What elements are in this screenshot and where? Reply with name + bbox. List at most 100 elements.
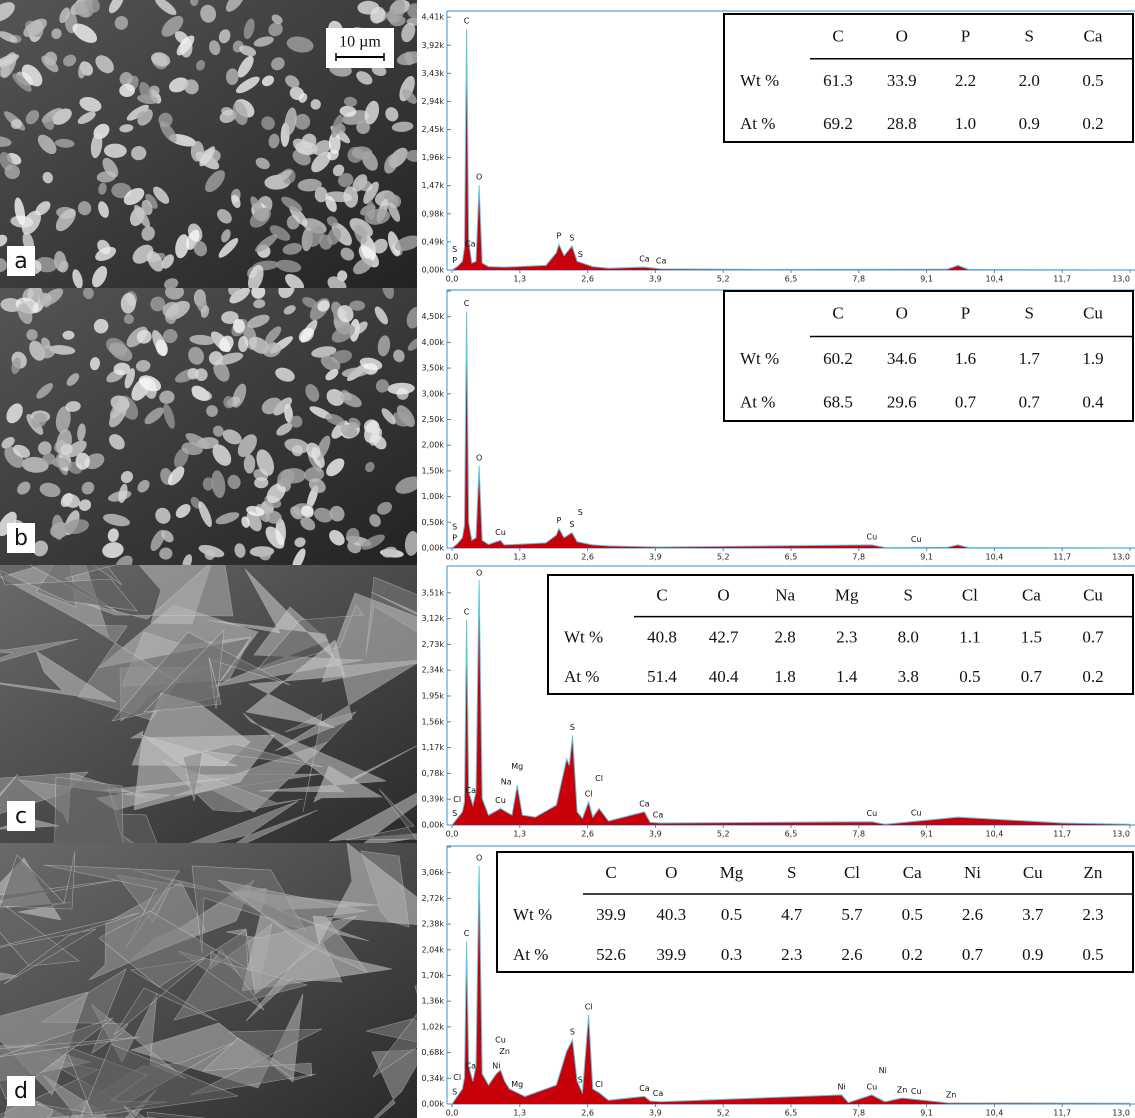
table-cell: 0.2	[1082, 114, 1103, 133]
table-cell: 61.3	[823, 71, 853, 90]
peak-label: Cu	[495, 528, 506, 537]
rod	[124, 314, 134, 324]
peak-label: Cu	[867, 809, 878, 818]
table-cell: 51.4	[647, 667, 677, 686]
peak-label: Cu	[911, 809, 922, 818]
x-tick-label: 10,4	[985, 553, 1003, 562]
table-cell: 8.0	[898, 627, 919, 646]
table-header: O	[665, 863, 677, 882]
table-header: O	[717, 586, 729, 605]
y-tick-label: 1,56k	[422, 717, 445, 726]
peak-label: Ca	[639, 255, 650, 264]
x-tick-label: 11,7	[1053, 275, 1071, 284]
table-cell: 1.9	[1082, 349, 1103, 368]
peak-label: Ca	[653, 1089, 664, 1098]
x-tick-label: 3,9	[649, 830, 662, 839]
peak-label: Cl	[585, 789, 593, 798]
table-header: Cl	[962, 586, 978, 605]
table-cell: 33.9	[887, 71, 917, 90]
row-label: At %	[564, 667, 599, 686]
x-tick-label: 9,1	[920, 553, 933, 562]
x-tick-label: 0,0	[446, 830, 459, 839]
table-cell: 0.5	[721, 905, 742, 924]
y-tick-label: 0,00k	[422, 266, 445, 275]
x-tick-label: 0,0	[446, 275, 459, 284]
table-header: S	[787, 863, 796, 882]
table-cell: 0.7	[955, 393, 977, 412]
y-tick-label: 0,78k	[422, 769, 445, 778]
table-cell: 0.5	[1082, 945, 1103, 964]
table-cell: 42.7	[709, 627, 739, 646]
table-cell: 0.7	[1082, 627, 1104, 646]
x-tick-label: 10,4	[985, 1109, 1003, 1118]
peak-label: C	[464, 929, 470, 938]
y-tick-label: 4,50k	[422, 312, 445, 321]
x-tick-label: 2,6	[581, 275, 594, 284]
peak-label: Zn	[946, 1090, 957, 1099]
x-tick-label: 2,6	[581, 830, 594, 839]
peak-label: C	[464, 299, 470, 308]
table-header: Ca	[1084, 26, 1103, 45]
peak-label: P	[452, 533, 457, 542]
peak-label: P	[452, 256, 457, 265]
x-tick-label: 11,7	[1053, 830, 1071, 839]
y-tick-label: 3,51k	[422, 588, 445, 597]
y-tick-label: 1,00k	[422, 492, 445, 501]
panel-letter: d	[14, 1079, 28, 1104]
table-cell: 69.2	[823, 114, 853, 133]
peak-label: C	[464, 17, 470, 26]
y-tick-label: 3,92k	[422, 41, 445, 50]
x-tick-label: 9,1	[920, 1109, 933, 1118]
y-tick-label: 3,00k	[422, 389, 445, 398]
y-tick-label: 2,72k	[422, 894, 445, 903]
y-tick-label: 3,06k	[422, 868, 445, 877]
table-header: Mg	[835, 586, 859, 605]
table-cell: 0.4	[1082, 393, 1104, 412]
panel-letter: c	[15, 804, 27, 829]
table-cell: 28.8	[887, 114, 917, 133]
x-tick-label: 0,0	[446, 553, 459, 562]
x-tick-label: 1,3	[513, 275, 526, 284]
table-cell: 5.7	[841, 905, 863, 924]
peak-label: Ca	[656, 256, 667, 265]
table-cell: 40.4	[709, 667, 739, 686]
x-tick-label: 7,8	[852, 553, 865, 562]
table-header: S	[1025, 26, 1034, 45]
y-tick-label: 0,49k	[422, 237, 445, 246]
x-tick-label: 11,7	[1053, 1109, 1071, 1118]
x-tick-label: 5,2	[717, 830, 730, 839]
y-tick-label: 1,47k	[422, 181, 445, 190]
peak-label: Cl	[585, 1002, 593, 1011]
peak-label: P	[557, 232, 562, 241]
peak-label: Zn	[897, 1085, 908, 1094]
table-box	[724, 291, 1133, 421]
table-cell: 3.8	[898, 667, 919, 686]
table-cell: 0.5	[902, 905, 923, 924]
y-tick-label: 1,95k	[422, 692, 445, 701]
peak-label: Ca	[639, 799, 650, 808]
y-tick-label: 1,36k	[422, 997, 445, 1006]
table-cell: 2.3	[836, 627, 857, 646]
x-tick-label: 5,2	[717, 553, 730, 562]
y-tick-label: 1,70k	[422, 971, 445, 980]
y-tick-label: 0,00k	[422, 821, 445, 830]
peak-label: S	[452, 809, 457, 818]
peak-label: Cl	[595, 1080, 603, 1089]
x-tick-label: 13,0	[1112, 830, 1130, 839]
peak-label: S	[578, 250, 583, 259]
peak-label: O	[476, 853, 482, 862]
table-cell: 1.6	[955, 349, 976, 368]
peak-label: Cl	[595, 774, 603, 783]
x-tick-label: 5,2	[717, 1109, 730, 1118]
peak-label: Ca	[639, 1084, 650, 1093]
y-tick-label: 2,00k	[422, 441, 445, 450]
x-tick-label: 7,8	[852, 830, 865, 839]
table-header: P	[961, 26, 970, 45]
table-header: Cu	[1023, 863, 1043, 882]
peak-label: Zn	[499, 1047, 510, 1056]
peak-label: O	[476, 453, 482, 462]
peak-label: S	[569, 520, 574, 529]
peak-label: Ca	[653, 810, 664, 819]
table-header: Mg	[720, 863, 744, 882]
table-header: Ca	[1022, 586, 1041, 605]
